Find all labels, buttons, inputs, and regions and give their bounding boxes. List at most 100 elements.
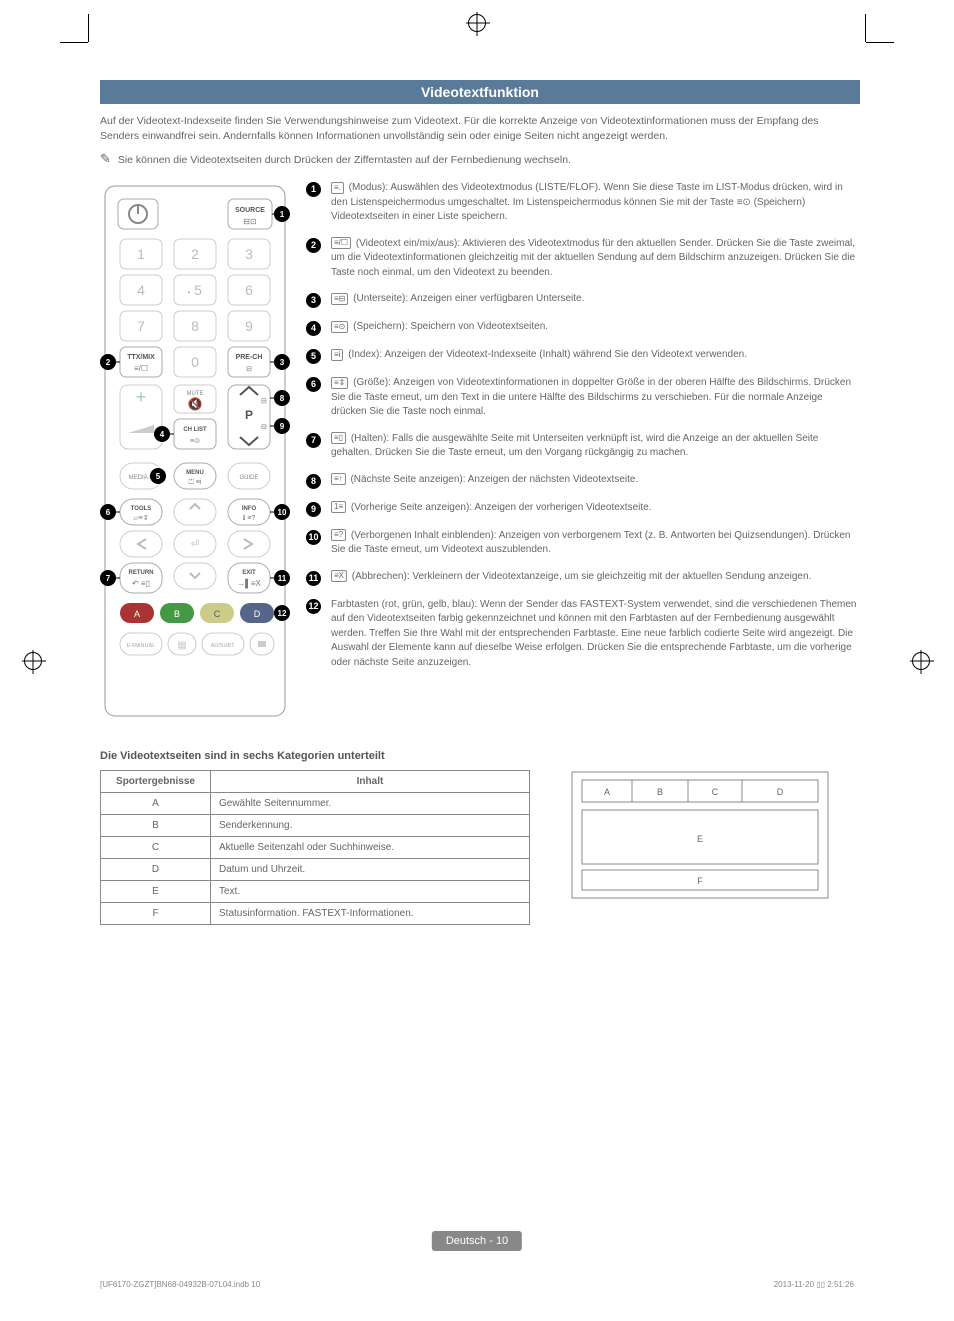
teletext-glyph-icon: ≡⊙ bbox=[331, 321, 348, 333]
registration-mark-icon bbox=[468, 14, 486, 32]
footer-filename: [UF6170-ZGZT]BN68-04932B-07L04.indb 10 bbox=[100, 1280, 260, 1289]
crop-mark bbox=[865, 14, 866, 42]
svg-text:⊟: ⊟ bbox=[246, 366, 252, 373]
teletext-glyph-icon: ≡▯ bbox=[331, 432, 346, 444]
number-badge: 7 bbox=[306, 433, 321, 448]
svg-text:ℹ ≡?: ℹ ≡? bbox=[243, 514, 256, 522]
svg-text:8: 8 bbox=[191, 318, 199, 334]
svg-text:+: + bbox=[136, 387, 147, 407]
teletext-glyph-icon: ≡. bbox=[331, 182, 344, 194]
table-header: Sportergebnisse bbox=[101, 771, 211, 793]
description-item: 10≡? (Verborgenen Inhalt einblenden): An… bbox=[306, 529, 860, 558]
table-cell: A bbox=[101, 793, 211, 815]
layout-diagram: A B C D E F bbox=[570, 770, 830, 900]
number-badge: 11 bbox=[306, 571, 321, 586]
table-cell: Gewählte Seitennummer. bbox=[211, 793, 530, 815]
hand-icon: ✎ bbox=[100, 151, 111, 166]
svg-text:E-MANUAL: E-MANUAL bbox=[127, 643, 155, 649]
number-badge: 4 bbox=[306, 321, 321, 336]
description-item: 12 Farbtasten (rot, grün, gelb, blau): W… bbox=[306, 598, 860, 671]
description-text: ≡/☐ (Videotext ein/mix/aus): Aktivieren … bbox=[331, 237, 860, 281]
svg-text:AD/SUBT.: AD/SUBT. bbox=[211, 643, 236, 649]
svg-text:▱≡⇕: ▱≡⇕ bbox=[133, 514, 148, 522]
remote-diagram: SOURCE ⊟⊡ 1 1 2 3 4 •5 6 7 8 9 bbox=[100, 181, 290, 724]
svg-text:GUIDE: GUIDE bbox=[239, 475, 258, 481]
svg-text:0: 0 bbox=[191, 354, 199, 370]
table-row: FStatusinformation. FASTEXT-Informatione… bbox=[101, 903, 530, 925]
svg-text:⏎: ⏎ bbox=[191, 539, 199, 550]
description-item: 5≡i (Index): Anzeigen der Videotext-Inde… bbox=[306, 348, 860, 364]
table-cell: Statusinformation. FASTEXT-Informationen… bbox=[211, 903, 530, 925]
description-text: ≡i (Index): Anzeigen der Videotext-Index… bbox=[331, 348, 860, 364]
description-item: 11≡X (Abbrechen): Verkleinern der Videot… bbox=[306, 570, 860, 586]
number-badge: 6 bbox=[306, 377, 321, 392]
table-header: Inhalt bbox=[211, 771, 530, 793]
description-item: 8≡↑ (Nächste Seite anzeigen): Anzeigen d… bbox=[306, 473, 860, 489]
svg-text:11: 11 bbox=[278, 574, 287, 583]
footer-timestamp: 2013-11-20 ▯▯ 2:51:26 bbox=[774, 1280, 854, 1289]
note-text: ✎ Sie können die Videotextseiten durch D… bbox=[100, 151, 860, 167]
page-title: Videotextfunktion bbox=[100, 80, 860, 104]
description-item: 91≡ (Vorherige Seite anzeigen): Anzeigen… bbox=[306, 501, 860, 517]
table-cell: Aktuelle Seitenzahl oder Suchhinweise. bbox=[211, 837, 530, 859]
svg-text:D: D bbox=[777, 787, 784, 797]
description-item: 1≡. (Modus): Auswählen des Videotextmodu… bbox=[306, 181, 860, 225]
svg-text:▦: ▦ bbox=[177, 640, 186, 651]
svg-text:9: 9 bbox=[245, 318, 253, 334]
subheading: Die Videotextseiten sind in sechs Katego… bbox=[100, 750, 860, 762]
svg-text:CH LIST: CH LIST bbox=[183, 427, 207, 433]
svg-text:6: 6 bbox=[245, 282, 253, 298]
table-cell: C bbox=[101, 837, 211, 859]
description-list: 1≡. (Modus): Auswählen des Videotextmodu… bbox=[306, 181, 860, 682]
teletext-glyph-icon: ≡i bbox=[331, 349, 343, 361]
table-cell: F bbox=[101, 903, 211, 925]
svg-text:C: C bbox=[712, 787, 719, 797]
svg-text:4: 4 bbox=[160, 430, 165, 439]
svg-text:6: 6 bbox=[106, 508, 111, 517]
svg-text:8: 8 bbox=[280, 394, 285, 403]
svg-text:B: B bbox=[657, 787, 663, 797]
svg-text:↶ ≡▯: ↶ ≡▯ bbox=[132, 579, 150, 588]
svg-text:PRE-CH: PRE-CH bbox=[236, 354, 263, 361]
svg-text:D: D bbox=[254, 609, 261, 619]
svg-text:A: A bbox=[134, 609, 140, 619]
svg-text:≡⊙: ≡⊙ bbox=[190, 438, 200, 445]
table-row: EText. bbox=[101, 881, 530, 903]
svg-text:≡/☐: ≡/☐ bbox=[134, 364, 148, 373]
page-content: Videotextfunktion Auf der Videotext-Inde… bbox=[100, 80, 860, 925]
teletext-glyph-icon: ≡⇕ bbox=[331, 377, 348, 389]
svg-text:1: 1 bbox=[137, 246, 145, 262]
categories-table: Sportergebnisse Inhalt AGewählte Seitenn… bbox=[100, 770, 530, 925]
svg-text:F: F bbox=[697, 876, 703, 886]
table-cell: Text. bbox=[211, 881, 530, 903]
svg-text:⏍ ≡i: ⏍ ≡i bbox=[189, 478, 202, 486]
teletext-glyph-icon: ≡/☐ bbox=[331, 237, 351, 249]
svg-text:3: 3 bbox=[245, 246, 253, 262]
footer-page-badge: Deutsch - 10 bbox=[432, 1231, 522, 1251]
number-badge: 9 bbox=[306, 502, 321, 517]
teletext-glyph-icon: ≡↑ bbox=[331, 473, 346, 485]
teletext-glyph-icon: ≡⊟ bbox=[331, 293, 348, 305]
svg-text:⊟: ⊟ bbox=[261, 424, 267, 431]
description-text: ≡. (Modus): Auswählen des Videotextmodus… bbox=[331, 181, 860, 225]
teletext-glyph-icon: 1≡ bbox=[331, 501, 346, 513]
table-cell: D bbox=[101, 859, 211, 881]
table-row: DDatum und Uhrzeit. bbox=[101, 859, 530, 881]
description-text: ≡▯ (Halten): Falls die ausgewählte Seite… bbox=[331, 432, 860, 461]
svg-text:EXIT: EXIT bbox=[242, 570, 256, 576]
description-text: ≡↑ (Nächste Seite anzeigen): Anzeigen de… bbox=[331, 473, 860, 489]
svg-text:E: E bbox=[697, 834, 703, 844]
table-row: AGewählte Seitennummer. bbox=[101, 793, 530, 815]
teletext-glyph-icon: ≡? bbox=[331, 529, 346, 541]
svg-text:TTX/MIX: TTX/MIX bbox=[127, 354, 155, 361]
svg-text:7: 7 bbox=[137, 318, 145, 334]
registration-mark-icon bbox=[912, 652, 930, 670]
table-cell: B bbox=[101, 815, 211, 837]
svg-text:TOOLS: TOOLS bbox=[131, 506, 152, 512]
svg-text:5: 5 bbox=[156, 472, 161, 481]
number-badge: 12 bbox=[306, 599, 321, 614]
teletext-glyph-icon: ≡X bbox=[331, 570, 347, 582]
svg-text:→▌≡X: →▌≡X bbox=[237, 578, 261, 589]
table-cell: Senderkennung. bbox=[211, 815, 530, 837]
svg-text:MENU: MENU bbox=[186, 470, 204, 476]
